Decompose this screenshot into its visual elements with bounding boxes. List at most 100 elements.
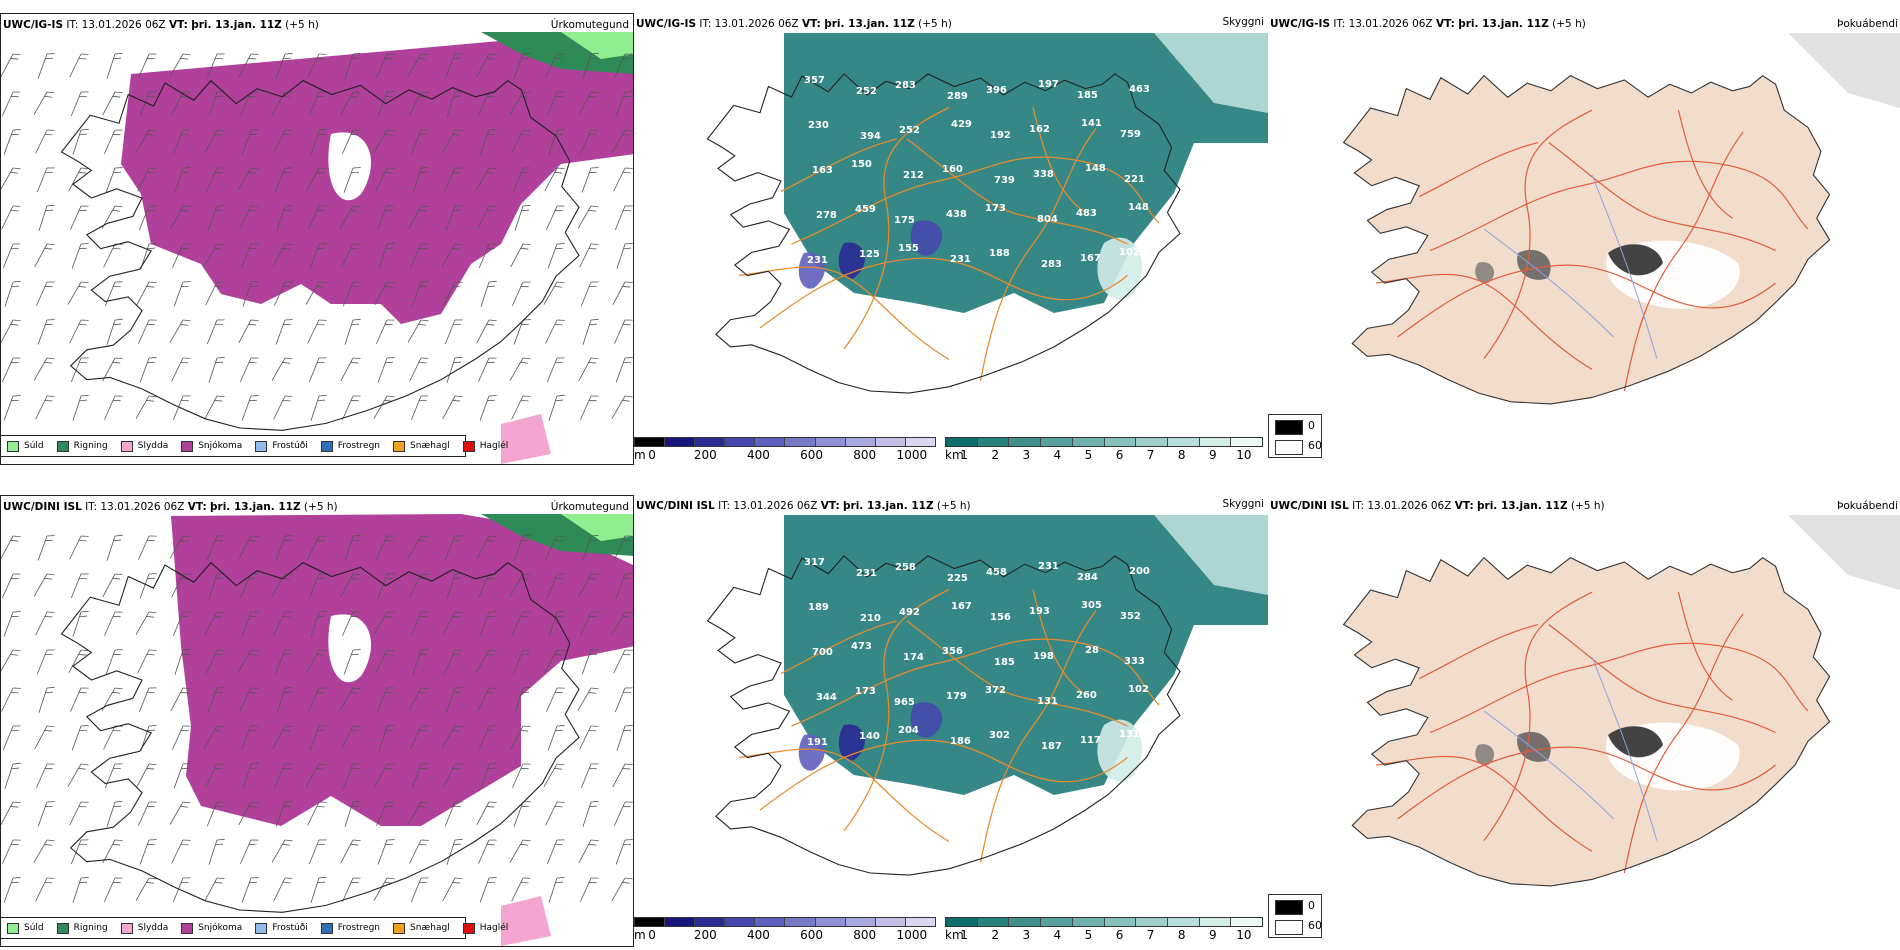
ceiling-value-label: 221 (1124, 174, 1145, 185)
wind-barb (3, 877, 21, 903)
ceiling-value-label: 174 (903, 652, 924, 663)
visibility-tick-label: 8 (1177, 448, 1186, 462)
wind-barb (170, 205, 191, 230)
wind-barb (512, 281, 531, 306)
wind-barb (373, 877, 395, 901)
ceiling-value-label: 283 (895, 80, 916, 91)
wind-barb (544, 649, 565, 674)
visibility-tick-label: 7 (1146, 448, 1155, 462)
wind-barb (35, 877, 55, 902)
wind-barb (340, 91, 361, 116)
wind-barb (614, 801, 633, 826)
coastline (1342, 74, 1831, 405)
ceiling-value-label: 473 (851, 641, 872, 652)
wind-barb (580, 129, 599, 154)
wind-barb (578, 839, 599, 864)
wind-barb (514, 686, 531, 713)
ceiling-value-label: 131 (1037, 696, 1058, 707)
wind-barb (169, 801, 191, 825)
fog-legend-label: 0 (1308, 419, 1315, 432)
wind-barb (203, 725, 225, 749)
ceiling-segment (725, 918, 756, 926)
wind-barb (615, 91, 633, 117)
ceiling-value-label: 759 (1120, 129, 1141, 140)
wind-barb (578, 357, 599, 382)
wind-barb (273, 611, 293, 636)
ceiling-value-label: 102 (1119, 247, 1140, 258)
wind-barb (241, 611, 259, 637)
wind-barb (410, 243, 429, 268)
ceiling-segment (845, 918, 876, 926)
ceiling-value-label: 185 (1077, 90, 1098, 101)
wind-barb (67, 281, 89, 305)
precip-legend-item: Slydda (120, 440, 168, 452)
road (1677, 110, 1733, 219)
wind-barb (411, 281, 429, 307)
wind-barb (340, 839, 361, 864)
ceiling-tick-label: 600 (800, 448, 824, 462)
wind-barb (512, 167, 531, 193)
ceiling-value-label: 492 (899, 607, 920, 618)
precip-legend-item: Snjókoma (181, 922, 243, 934)
wind-barb (275, 535, 293, 561)
wind-barb (478, 357, 497, 382)
shaded-area (1788, 515, 1900, 590)
road (738, 266, 950, 361)
ceiling-tick-label: 200 (693, 448, 717, 462)
shaded-area (910, 702, 943, 738)
ceiling-value-label: 191 (807, 737, 828, 748)
wind-barb (38, 686, 55, 713)
ceiling-value-label: 162 (1029, 124, 1050, 135)
wind-barb (1, 53, 21, 78)
wind-barb (512, 763, 531, 788)
ceiling-value-label: 197 (1038, 79, 1059, 90)
wind-barb (378, 242, 395, 269)
wind-barb (106, 534, 123, 561)
legend-label: Snjókoma (198, 923, 243, 933)
wind-barb (274, 763, 293, 788)
legend-swatch (56, 922, 69, 934)
wind-barb (373, 611, 395, 635)
land (1343, 557, 1830, 886)
wind-barb (306, 167, 327, 192)
wind-barb (35, 611, 55, 636)
wind-barb (579, 243, 599, 268)
ceiling-value-label: 204 (898, 725, 919, 736)
ceiling-value-label: 252 (856, 86, 877, 97)
wind-barb (1, 801, 21, 826)
wind-barb (169, 319, 191, 343)
wind-barb (511, 129, 531, 154)
wind-barb (206, 319, 225, 345)
visibility-segment (1041, 438, 1073, 446)
ceiling-value-label: 192 (990, 130, 1011, 141)
ceiling-value-label: 283 (1041, 259, 1062, 270)
ceiling-value-label: 187 (1041, 741, 1062, 752)
wind-barb (578, 91, 599, 116)
land (1343, 75, 1830, 404)
iceland-outline (706, 73, 1181, 394)
wind-barb (70, 573, 89, 599)
shaded-area (798, 252, 825, 289)
wind-barb (342, 611, 361, 636)
visibility-segment (1199, 438, 1232, 446)
road-network (1375, 591, 1809, 874)
legend-label: Haglél (479, 441, 509, 451)
precip-legend-item: Frostúði (255, 922, 308, 934)
wind-barb (612, 763, 633, 788)
ceiling-value-label: 357 (804, 75, 825, 86)
precip-legend-item: Slydda (120, 922, 168, 934)
wind-barb (373, 129, 395, 153)
ceiling-value-label: 173 (985, 203, 1006, 214)
wind-barb (446, 838, 463, 865)
wind-barb (579, 725, 599, 750)
shaded-area (910, 220, 943, 256)
ceiling-value-label: 185 (994, 657, 1015, 668)
wind-barb (70, 357, 89, 383)
wind-barb (137, 167, 157, 192)
wind-barb (444, 53, 463, 79)
shaded-area (171, 514, 633, 826)
wind-barb (237, 649, 259, 673)
wind-barb (238, 53, 259, 78)
wind-barb (614, 319, 633, 344)
wind-barb (70, 205, 89, 230)
